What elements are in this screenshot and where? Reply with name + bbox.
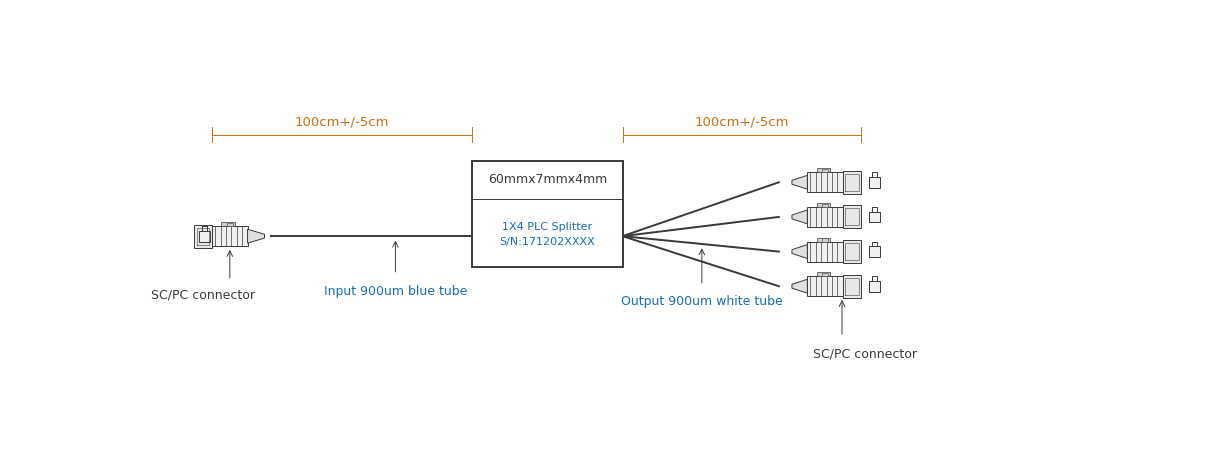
Polygon shape (791, 279, 807, 293)
Bar (816, 238, 831, 242)
Bar (213, 226, 247, 246)
Text: Output 900um white tube: Output 900um white tube (621, 296, 783, 308)
Bar (843, 240, 862, 263)
Bar (807, 276, 843, 296)
Bar (816, 168, 831, 172)
Bar (194, 225, 213, 248)
Bar (843, 205, 862, 228)
Bar (807, 242, 843, 262)
Bar (869, 177, 880, 188)
Bar (816, 272, 831, 276)
Text: SC/PC connector: SC/PC connector (151, 289, 254, 301)
Text: Input 900um blue tube: Input 900um blue tube (323, 285, 467, 298)
Polygon shape (791, 245, 807, 259)
Polygon shape (247, 229, 264, 243)
Bar (822, 204, 828, 207)
Bar (816, 203, 831, 207)
Bar (869, 211, 880, 222)
Bar (822, 169, 828, 172)
Text: S/N:171202XXXX: S/N:171202XXXX (500, 237, 595, 247)
Bar (472, 161, 623, 267)
Bar (227, 223, 232, 226)
Polygon shape (791, 175, 807, 189)
Bar (869, 281, 880, 292)
Text: 1X4 PLC Splitter: 1X4 PLC Splitter (503, 222, 592, 232)
Polygon shape (791, 210, 807, 224)
Bar (822, 238, 828, 242)
Bar (221, 222, 235, 226)
Text: 60mmx7mmx4mm: 60mmx7mmx4mm (488, 173, 607, 186)
Text: 100cm+/-5cm: 100cm+/-5cm (694, 115, 789, 128)
Bar (869, 246, 880, 257)
Bar (843, 171, 862, 194)
Bar (199, 231, 210, 242)
Bar (807, 172, 843, 193)
Bar (807, 207, 843, 227)
Bar (843, 275, 862, 298)
Bar (822, 273, 828, 276)
Text: 100cm+/-5cm: 100cm+/-5cm (295, 115, 390, 128)
Text: SC/PC connector: SC/PC connector (814, 347, 917, 360)
